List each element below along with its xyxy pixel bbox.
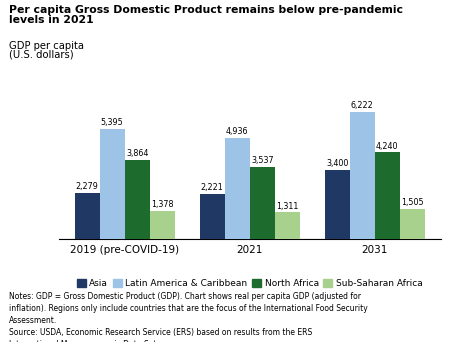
Bar <box>250 167 275 239</box>
Bar <box>350 112 375 239</box>
Text: 2,221: 2,221 <box>201 183 224 192</box>
Bar <box>75 193 100 239</box>
Text: Per capita Gross Domestic Product remains below pre-pandemic: Per capita Gross Domestic Product remain… <box>9 5 403 15</box>
Bar <box>150 211 175 239</box>
Bar <box>375 153 400 239</box>
Text: 1,505: 1,505 <box>401 198 423 207</box>
Text: 5,395: 5,395 <box>101 118 124 127</box>
Text: (U.S. dollars): (U.S. dollars) <box>9 50 74 60</box>
Bar <box>225 138 250 239</box>
Text: 3,400: 3,400 <box>326 159 348 168</box>
Text: 2,279: 2,279 <box>76 182 99 191</box>
Text: 6,222: 6,222 <box>351 101 374 110</box>
Bar <box>400 209 425 239</box>
Legend: Asia, Latin America & Caribbean, North Africa, Sub-Saharan Africa: Asia, Latin America & Caribbean, North A… <box>73 276 426 292</box>
Bar <box>200 194 225 239</box>
Bar <box>275 212 300 239</box>
Text: 4,240: 4,240 <box>376 142 399 151</box>
Bar <box>125 160 150 239</box>
Bar <box>325 170 350 239</box>
Text: 3,864: 3,864 <box>126 149 148 158</box>
Text: levels in 2021: levels in 2021 <box>9 15 94 25</box>
Text: GDP per capita: GDP per capita <box>9 41 84 51</box>
Text: 4,936: 4,936 <box>226 128 248 136</box>
Text: 1,311: 1,311 <box>276 202 298 211</box>
Text: Notes: GDP = Gross Domestic Product (GDP). Chart shows real per capita GDP (adju: Notes: GDP = Gross Domestic Product (GDP… <box>9 292 368 342</box>
Text: 3,537: 3,537 <box>251 156 274 165</box>
Bar <box>100 129 125 239</box>
Text: 1,378: 1,378 <box>151 200 173 210</box>
